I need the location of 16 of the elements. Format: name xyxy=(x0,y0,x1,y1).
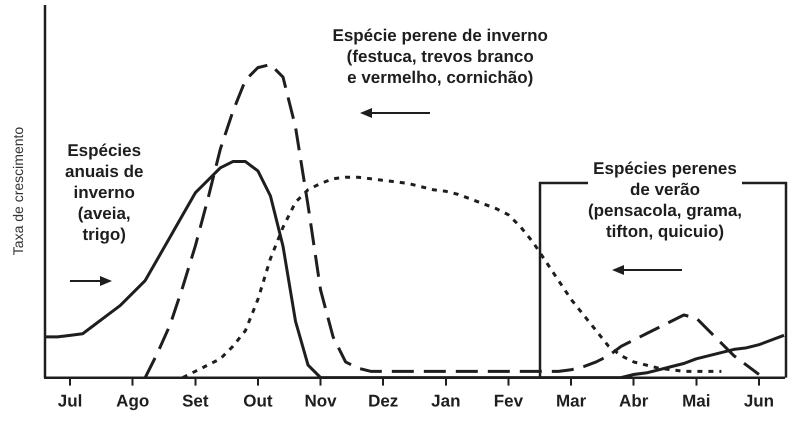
x-tick-label: Out xyxy=(243,391,273,410)
annotation: Espécies anuais de inverno (aveia, trigo) xyxy=(65,140,144,245)
x-tick-label: Dez xyxy=(368,391,398,410)
x-tick-label: Jan xyxy=(431,391,460,410)
x-tick-label: Abr xyxy=(619,391,649,410)
y-axis-title: Taxa de crescimento xyxy=(10,127,26,256)
x-tick-label: Set xyxy=(182,391,209,410)
x-tick-label: Nov xyxy=(304,391,338,410)
x-tick-label: Mar xyxy=(556,391,587,410)
annotation: Espécie perene de inverno (festuca, trevos branco e vermelho, cornichão) xyxy=(332,25,548,88)
x-tick-label: Fev xyxy=(494,391,524,410)
x-tick-label: Jul xyxy=(58,391,82,410)
x-tick-label: Jun xyxy=(744,391,774,410)
x-tick-label: Mai xyxy=(682,391,710,410)
x-tick-label: Ago xyxy=(116,391,150,410)
annotation: Espécies perenes de verão (pensacola, grama, tifton, quicuio) xyxy=(588,158,742,242)
